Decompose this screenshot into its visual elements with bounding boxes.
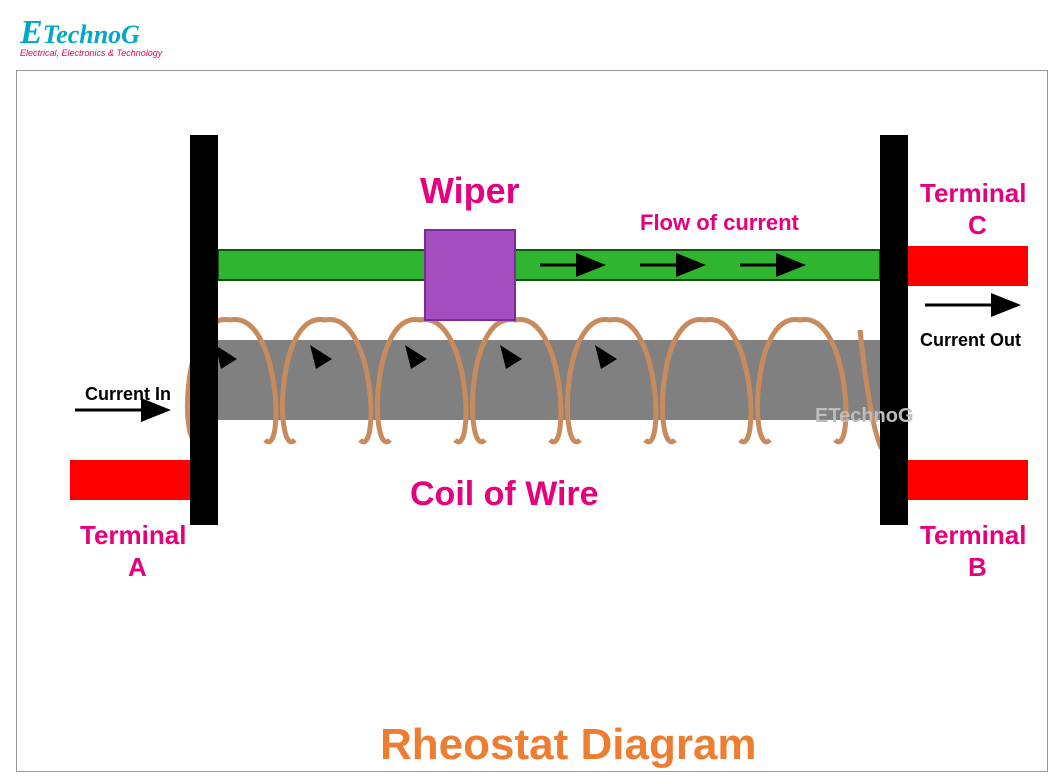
label-wiper: Wiper bbox=[420, 170, 520, 212]
label-coil-of-wire: Coil of Wire bbox=[410, 475, 599, 514]
wiper-block bbox=[425, 230, 515, 320]
label-terminal-a: Terminal bbox=[80, 520, 186, 551]
support-post-right bbox=[880, 135, 908, 525]
label-current-out: Current Out bbox=[920, 330, 1021, 351]
terminal-c-block bbox=[908, 246, 1028, 286]
label-terminal-c-letter: C bbox=[968, 210, 987, 241]
label-terminal-b: Terminal bbox=[920, 520, 1026, 551]
support-post-left bbox=[190, 135, 218, 525]
label-current-in: Current In bbox=[85, 384, 171, 405]
label-terminal-b-letter: B bbox=[968, 552, 987, 583]
label-flow-of-current: Flow of current bbox=[640, 210, 799, 236]
label-terminal-c: Terminal bbox=[920, 178, 1026, 209]
terminal-b-block bbox=[908, 460, 1028, 500]
label-terminal-a-letter: A bbox=[128, 552, 147, 583]
diagram-title: Rheostat Diagram bbox=[380, 720, 757, 770]
watermark-text: ETechnoG bbox=[815, 405, 914, 428]
diagram-canvas: ETechnoG Electrical, Electronics & Techn… bbox=[0, 0, 1064, 784]
terminal-a-block bbox=[70, 460, 190, 500]
